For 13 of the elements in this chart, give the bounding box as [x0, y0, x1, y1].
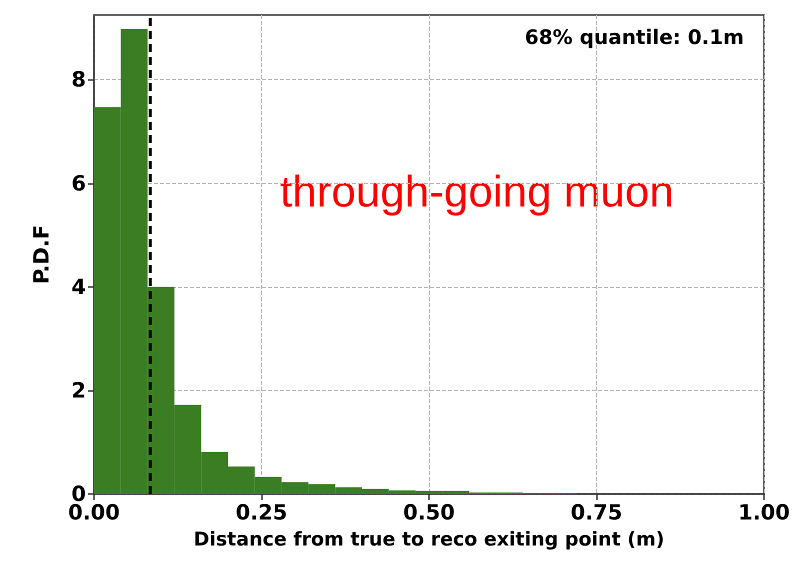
y-tick-label: 2	[71, 378, 86, 402]
x-tick-label: 0.50	[403, 500, 455, 524]
x-tick-label: 0.75	[570, 500, 622, 524]
x-tick-label: 0.00	[68, 500, 120, 524]
y-tick-label: 4	[71, 274, 86, 299]
y-tick-label: 6	[71, 171, 86, 196]
x-tick-label: 0.25	[236, 500, 288, 524]
y-axis-title: P.D.F	[30, 224, 54, 284]
ref-line-label: 68% quantile: 0.1m	[524, 25, 744, 49]
y-tick-label: 8	[71, 68, 86, 92]
x-axis-title: Distance from true to reco exiting point (m)	[194, 528, 664, 550]
annotation: through-going muon	[280, 168, 674, 216]
x-tick-label: 1.00	[738, 500, 790, 524]
